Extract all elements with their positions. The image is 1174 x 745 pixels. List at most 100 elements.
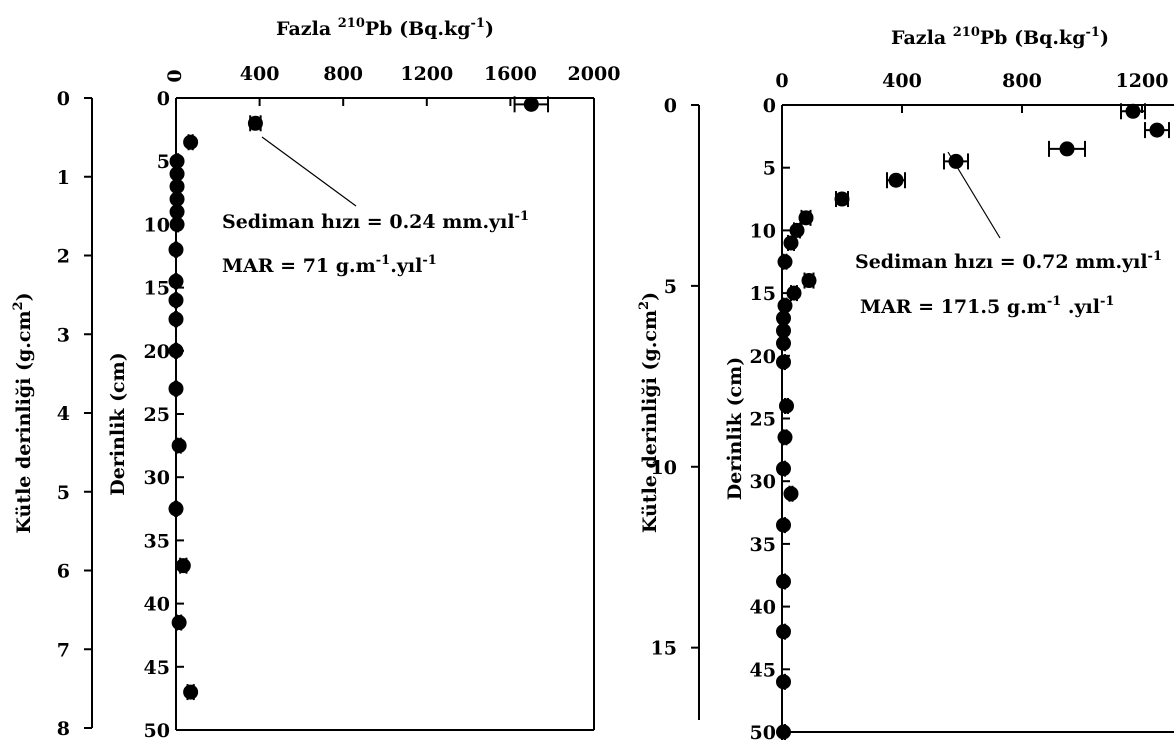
mass-tick-label: 3 <box>57 324 70 346</box>
top-tick-label: 400 <box>882 70 922 92</box>
data-point <box>169 178 185 194</box>
mass-tick-label: 15 <box>651 638 677 660</box>
depth-tick-label: 5 <box>157 151 170 173</box>
data-point <box>776 335 791 351</box>
depth-tick-label: 40 <box>144 594 170 616</box>
mass-tick-label: 0 <box>664 95 677 117</box>
depth-tick-label: 15 <box>144 278 170 300</box>
depth-tick-label: 35 <box>144 530 170 552</box>
sedimentation-rate-label: Sediman hızı = 0.72 mm.yıl-1 <box>855 249 1162 273</box>
data-point <box>776 323 791 339</box>
data-point <box>168 381 184 397</box>
mass-tick-label: 0 <box>57 88 70 110</box>
data-point <box>183 684 199 700</box>
depth-tick-label: 20 <box>144 341 170 363</box>
data-point <box>1059 141 1075 157</box>
data-point <box>776 574 791 590</box>
top-tick-label: 0 <box>164 69 186 82</box>
data-point <box>789 222 805 238</box>
mass-tick-label: 5 <box>664 276 677 298</box>
mass-axis-title: Kütle derinliği (g.cm2) <box>11 292 35 533</box>
data-point <box>776 624 791 640</box>
data-point <box>169 216 185 232</box>
annotation-leader-line <box>261 136 357 207</box>
depth-tick-label: 45 <box>750 659 776 681</box>
data-point <box>776 724 791 740</box>
top-tick-label: 0 <box>775 70 788 92</box>
data-point <box>1149 122 1165 138</box>
top-tick-label: 1200 <box>1116 70 1169 92</box>
top-tick-label: 800 <box>1002 70 1042 92</box>
mass-tick-label: 8 <box>57 718 70 740</box>
top-axis-title: Fazla 210Pb (Bq.kg-1) <box>276 16 494 40</box>
mass-tick-label: 10 <box>651 457 677 479</box>
data-point <box>948 153 964 169</box>
depth-tick-label: 10 <box>144 214 170 236</box>
depth-tick-label: 5 <box>763 158 776 180</box>
data-point <box>168 273 184 289</box>
depth-tick-label: 35 <box>750 534 776 556</box>
data-point <box>171 615 187 631</box>
data-point <box>247 115 263 131</box>
data-point <box>777 254 793 270</box>
data-point <box>168 242 184 258</box>
top-tick-label: 800 <box>323 63 363 85</box>
mar-label: MAR = 71 g.m-1.yıl-1 <box>222 253 437 277</box>
sedimentation-rate-label: Sediman hızı = 0.24 mm.yıl-1 <box>222 209 529 233</box>
data-point <box>169 191 185 207</box>
top-tick-label: 1600 <box>484 63 537 85</box>
mass-tick-label: 4 <box>57 403 70 425</box>
data-point <box>776 354 791 370</box>
data-point <box>183 134 199 150</box>
depth-tick-label: 30 <box>144 467 170 489</box>
depth-tick-label: 15 <box>750 283 776 305</box>
data-point <box>169 166 185 182</box>
data-point <box>776 674 791 690</box>
depth-tick-label: 50 <box>144 720 170 742</box>
annotation-leader-line <box>947 151 1001 239</box>
top-tick-label: 2000 <box>568 63 621 85</box>
left-profile-panel: Fazla 210Pb (Bq.kg-1)0 400 800 1200 1600 2000… <box>11 16 620 742</box>
data-point <box>168 292 184 308</box>
mass-axis-title: Kütle derinliği (g.cm2) <box>637 292 661 533</box>
data-point <box>168 311 184 327</box>
depth-tick-label: 20 <box>750 346 776 368</box>
data-point <box>1125 103 1141 119</box>
depth-tick-label: 25 <box>750 409 776 431</box>
depth-tick-label: 0 <box>157 88 170 110</box>
data-point <box>801 273 817 289</box>
mass-tick-label: 2 <box>57 246 70 268</box>
depth-tick-label: 50 <box>750 722 776 744</box>
data-point <box>171 438 187 454</box>
data-point <box>777 429 793 445</box>
depth-tick-label: 40 <box>750 597 776 619</box>
data-point <box>175 558 191 574</box>
top-tick-label: 400 <box>240 63 280 85</box>
depth-axis-title: Derinlik (cm) <box>107 352 129 495</box>
data-point <box>168 501 184 517</box>
mass-tick-label: 5 <box>57 482 70 504</box>
mass-tick-label: 6 <box>57 561 70 583</box>
mar-label: MAR = 171.5 g.m-1 .yıl-1 <box>860 294 1114 318</box>
top-tick-label: 1200 <box>400 63 453 85</box>
depth-tick-label: 25 <box>144 404 170 426</box>
data-point <box>777 298 793 314</box>
data-point <box>786 285 802 301</box>
depth-tick-label: 30 <box>750 471 776 493</box>
depth-axis-title: Derinlik (cm) <box>724 357 746 500</box>
right-profile-panel: Fazla 210Pb (Bq.kg-1)0 400 800 120005101520… <box>637 25 1174 744</box>
data-point <box>523 96 539 112</box>
top-axis-title: Fazla 210Pb (Bq.kg-1) <box>891 25 1109 49</box>
data-point <box>783 235 799 251</box>
data-point <box>776 310 791 326</box>
depth-tick-label: 10 <box>750 220 776 242</box>
mass-tick-label: 7 <box>57 639 70 661</box>
data-point <box>168 343 184 359</box>
data-point <box>169 204 185 220</box>
data-point <box>783 486 799 502</box>
data-point <box>779 398 794 414</box>
mass-tick-label: 1 <box>57 167 70 189</box>
data-point <box>776 517 791 533</box>
depth-tick-label: 0 <box>763 95 776 117</box>
